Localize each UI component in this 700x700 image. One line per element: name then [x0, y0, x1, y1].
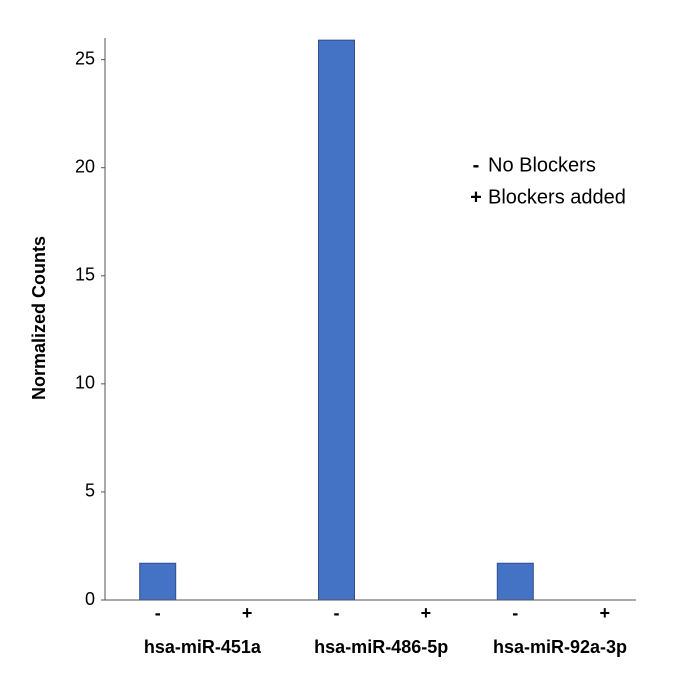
- y-axis-label: Normalized Counts: [29, 236, 49, 400]
- group-label: hsa-miR-486-5p: [314, 637, 448, 657]
- bar: [496, 562, 534, 601]
- legend-text: Blockers added: [488, 186, 626, 208]
- group-label: hsa-miR-451a: [144, 637, 262, 657]
- x-tick-label: -: [155, 603, 161, 623]
- y-tick-label: 20: [75, 156, 95, 176]
- y-tick-label: 0: [85, 589, 95, 609]
- bar: [139, 562, 177, 601]
- bar: [318, 39, 355, 601]
- group-label: hsa-miR-92a-3p: [493, 637, 627, 657]
- x-tick-label: +: [421, 603, 432, 623]
- legend-text: No Blockers: [488, 154, 596, 176]
- x-tick-label: +: [599, 603, 610, 623]
- x-tick-label: +: [242, 603, 253, 623]
- legend-symbol: +: [470, 186, 482, 208]
- y-tick-label: 10: [75, 373, 95, 393]
- y-tick-label: 15: [75, 265, 95, 285]
- x-tick-label: -: [512, 603, 518, 623]
- legend-symbol: -: [473, 154, 480, 176]
- y-tick-label: 5: [85, 481, 95, 501]
- y-tick-label: 25: [75, 48, 95, 68]
- x-tick-label: -: [334, 603, 340, 623]
